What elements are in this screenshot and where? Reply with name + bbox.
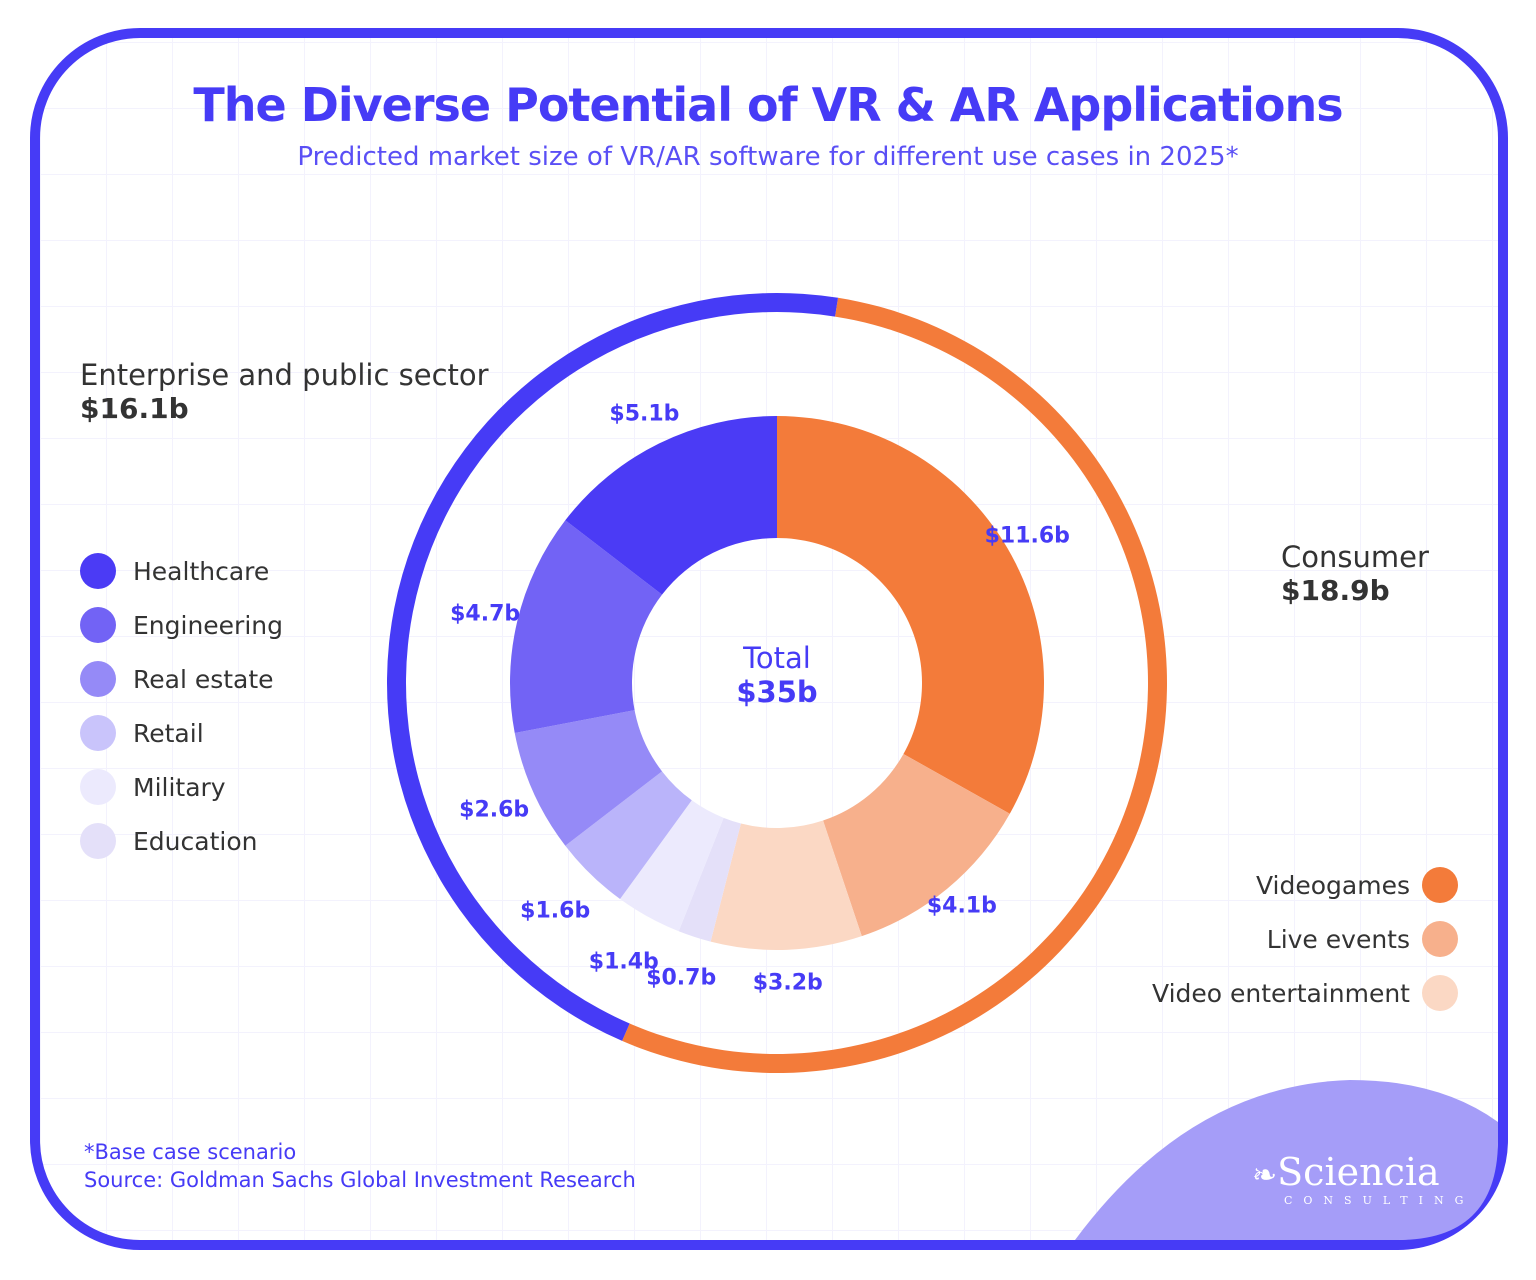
legend-item-live-events: Live events xyxy=(1152,912,1458,966)
legend-label: Video entertainment xyxy=(1152,978,1410,1008)
group-enterprise-value: $16.1b xyxy=(80,392,189,425)
source-note: Source: Goldman Sachs Global Investment … xyxy=(84,1168,636,1192)
data-label-video-entertainment: $3.2b xyxy=(752,970,823,996)
legend-label: Videogames xyxy=(1256,870,1410,900)
legend-label: Engineering xyxy=(133,610,283,640)
legend-swatch xyxy=(80,823,116,859)
sciencia-logo: ❧Sciencia CONSULTING xyxy=(1252,1150,1474,1207)
data-label-retail: $1.6b xyxy=(520,898,591,924)
legend-swatch xyxy=(80,715,116,751)
data-label-live-events: $4.1b xyxy=(926,893,997,919)
data-label-healthcare: $5.1b xyxy=(609,401,680,427)
outer-ring-consumer xyxy=(622,297,1167,1073)
data-label-real-estate: $2.6b xyxy=(459,797,530,823)
card-frame xyxy=(30,28,1508,1250)
decorative-blob xyxy=(1075,1080,1498,1240)
legend-item-retail: Retail xyxy=(80,706,283,760)
center-total: Total $35b xyxy=(736,641,817,709)
group-consumer-value: $18.9b xyxy=(1281,574,1390,607)
slice-education xyxy=(678,817,741,942)
legend-label: Education xyxy=(133,826,258,856)
legend-item-military: Military xyxy=(80,760,283,814)
center-total-value: $35b xyxy=(736,675,818,709)
data-label-videogames: $11.6b xyxy=(984,523,1070,549)
legend-item-video-entertainment: Video entertainment xyxy=(1152,966,1458,1020)
legend-swatch xyxy=(1422,975,1458,1011)
chart-subtitle: Predicted market size of VR/AR software … xyxy=(297,142,1239,172)
group-consumer-label: Consumer xyxy=(1281,540,1429,574)
footnote: *Base case scenario xyxy=(84,1140,297,1164)
slice-live-events xyxy=(823,753,1010,937)
group-consumer: Consumer $18.9b xyxy=(1281,540,1429,607)
data-label-military: $1.4b xyxy=(588,949,659,975)
slice-engineering xyxy=(510,520,663,734)
chart-title: The Diverse Potential of VR & AR Applica… xyxy=(193,78,1343,132)
legend-swatch xyxy=(80,769,116,805)
legend-item-healthcare: Healthcare xyxy=(80,544,283,598)
legend-swatch xyxy=(80,661,116,697)
center-total-label: Total xyxy=(743,641,811,675)
legend-label: Healthcare xyxy=(133,556,270,586)
footnote-block: *Base case scenario Source: Goldman Sach… xyxy=(84,1138,636,1194)
dna-icon: ❧ xyxy=(1252,1158,1278,1193)
legend-enterprise: Healthcare Engineering Real estate Retail Mi… xyxy=(80,544,283,868)
legend-consumer: Videogames Live events Video entertainment xyxy=(1152,858,1458,1020)
data-label-engineering: $4.7b xyxy=(450,601,521,627)
legend-item-engineering: Engineering xyxy=(80,598,283,652)
legend-item-videogames: Videogames xyxy=(1152,858,1458,912)
legend-label: Military xyxy=(133,772,226,802)
logo-sub: CONSULTING xyxy=(1284,1194,1475,1207)
legend-item-real-estate: Real estate xyxy=(80,652,283,706)
slice-retail xyxy=(565,771,692,900)
data-label-education: $0.7b xyxy=(646,965,717,991)
slice-videogames xyxy=(777,416,1044,814)
group-enterprise-label: Enterprise and public sector xyxy=(80,358,489,392)
legend-label: Live events xyxy=(1266,924,1410,954)
slice-healthcare xyxy=(565,416,777,595)
legend-label: Real estate xyxy=(133,664,274,694)
legend-swatch xyxy=(80,553,116,589)
legend-label: Retail xyxy=(133,718,204,748)
slice-military xyxy=(620,800,724,932)
logo-name: Sciencia xyxy=(1277,1150,1440,1194)
legend-swatch xyxy=(1422,921,1458,957)
group-enterprise: Enterprise and public sector $16.1b xyxy=(80,358,489,425)
legend-swatch xyxy=(80,607,116,643)
slice-real-estate xyxy=(514,710,663,846)
legend-swatch xyxy=(1422,867,1458,903)
slice-video-entertainment xyxy=(710,820,862,950)
legend-item-education: Education xyxy=(80,814,283,868)
